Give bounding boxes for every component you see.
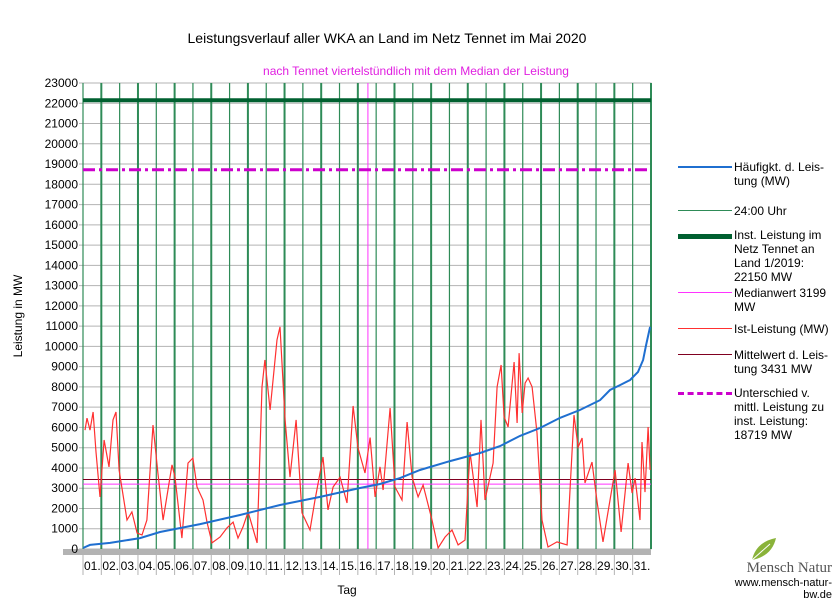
leaf-icon [751,538,776,561]
y-tick-label: 19000 [45,157,79,171]
x-tick-label: 18. [395,559,412,573]
chart-title: Leistungsverlauf aller WKA an Land im Ne… [188,30,587,46]
x-tick-label: 10. [249,559,266,573]
x-axis-band [63,549,651,555]
series-line-1 [84,326,651,550]
x-tick-label: 12. [286,559,303,573]
y-tick-label: 2000 [51,501,78,515]
y-tick-label: 0 [71,542,78,556]
y-tick-label: 13000 [45,279,79,293]
x-tick-label: 01. [84,559,101,573]
legend-swatch [678,166,732,168]
legend-swatch [678,392,732,398]
x-tick-label: 25. [524,559,541,573]
y-axis-label: Leistung in MW [11,274,25,357]
legend-swatch [678,234,732,239]
x-tick-label: 06. [176,559,193,573]
x-tick-label: 13. [304,559,321,573]
y-tick-label: 5000 [51,441,78,455]
legend-label: Häufigkt. d. Leis-tung (MW) [734,160,825,188]
logo-name: Mensch Natur [746,560,832,576]
x-tick-label: 09. [231,559,248,573]
x-tick-label: 21. [450,559,467,573]
y-tick-label: 17000 [45,198,79,212]
chart-subtitle: nach Tennet viertelstündlich mit dem Med… [263,64,569,78]
x-tick-label: 03. [121,559,138,573]
x-tick-label: 17. [377,559,394,573]
x-tick-label: 30. [615,559,632,573]
y-tick-label: 4000 [51,461,78,475]
x-tick-label: 19. [414,559,431,573]
x-tick-label: 15. [341,559,358,573]
x-tick-label: 02. [102,559,119,573]
x-tick-label: 31. [634,559,651,573]
legend-swatch [678,210,732,211]
x-tick-label: 20. [432,559,449,573]
x-tick-label: 14. [322,559,339,573]
legend-swatch [678,328,732,329]
y-tick-label: 7000 [51,400,78,414]
logo-url: www.mensch-natur-bw.de [734,577,832,600]
y-tick-label: 18000 [45,177,79,191]
legend-swatch [678,354,732,355]
x-tick-label: 11. [267,559,283,573]
legend-label: Mittelwert d. Leis-tung 3431 MW [734,348,829,376]
x-tick-label: 26. [542,559,559,573]
x-tick-label: 05. [157,559,174,573]
x-tick-label: 27. [560,559,577,573]
x-tick-label: 24. [505,559,522,573]
y-tick-label: 11000 [46,319,79,333]
y-tick-label: 10000 [45,339,79,353]
y-tick-label: 9000 [51,360,78,374]
y-tick-label: 16000 [45,218,79,232]
legend-label: Unterschied v. mittl. Leistung zu inst. … [734,386,825,442]
x-tick-label: 08. [212,559,229,573]
y-tick-label: 20000 [45,137,79,151]
y-tick-label: 1000 [51,522,78,536]
legend-label: 24:00 Uhr [734,204,787,218]
x-tick-label: 07. [194,559,211,573]
plot-area [82,82,652,550]
y-tick-label: 15000 [45,238,79,252]
y-tick-label: 22000 [45,96,79,110]
legend-swatch [678,292,732,293]
y-tick-label: 12000 [45,299,79,313]
x-tick-label: 16. [359,559,376,573]
legend-label: Medianwert 3199 MW [734,286,827,314]
x-axis-label: Tag [337,583,356,597]
y-tick-label: 21000 [45,117,79,131]
y-tick-label: 8000 [51,380,78,394]
legend-label: Ist-Leistung (MW) [734,322,829,336]
x-tick-label: 28. [579,559,596,573]
legend-label: Inst. Leistung im Netz Tennet an Land 1/… [734,228,822,284]
y-tick-label: 6000 [51,420,78,434]
series-line-0 [82,326,652,549]
y-tick-label: 3000 [51,481,78,495]
x-tick-label: 29. [597,559,614,573]
y-tick-label: 14000 [45,258,79,272]
logo: Mensch Natur www.mensch-natur-bw.de [712,536,832,600]
y-tick-label: 23000 [45,76,79,90]
x-tick-label: 04. [139,559,156,573]
x-tick-label: 22. [469,559,486,573]
x-tick-label: 23. [487,559,504,573]
